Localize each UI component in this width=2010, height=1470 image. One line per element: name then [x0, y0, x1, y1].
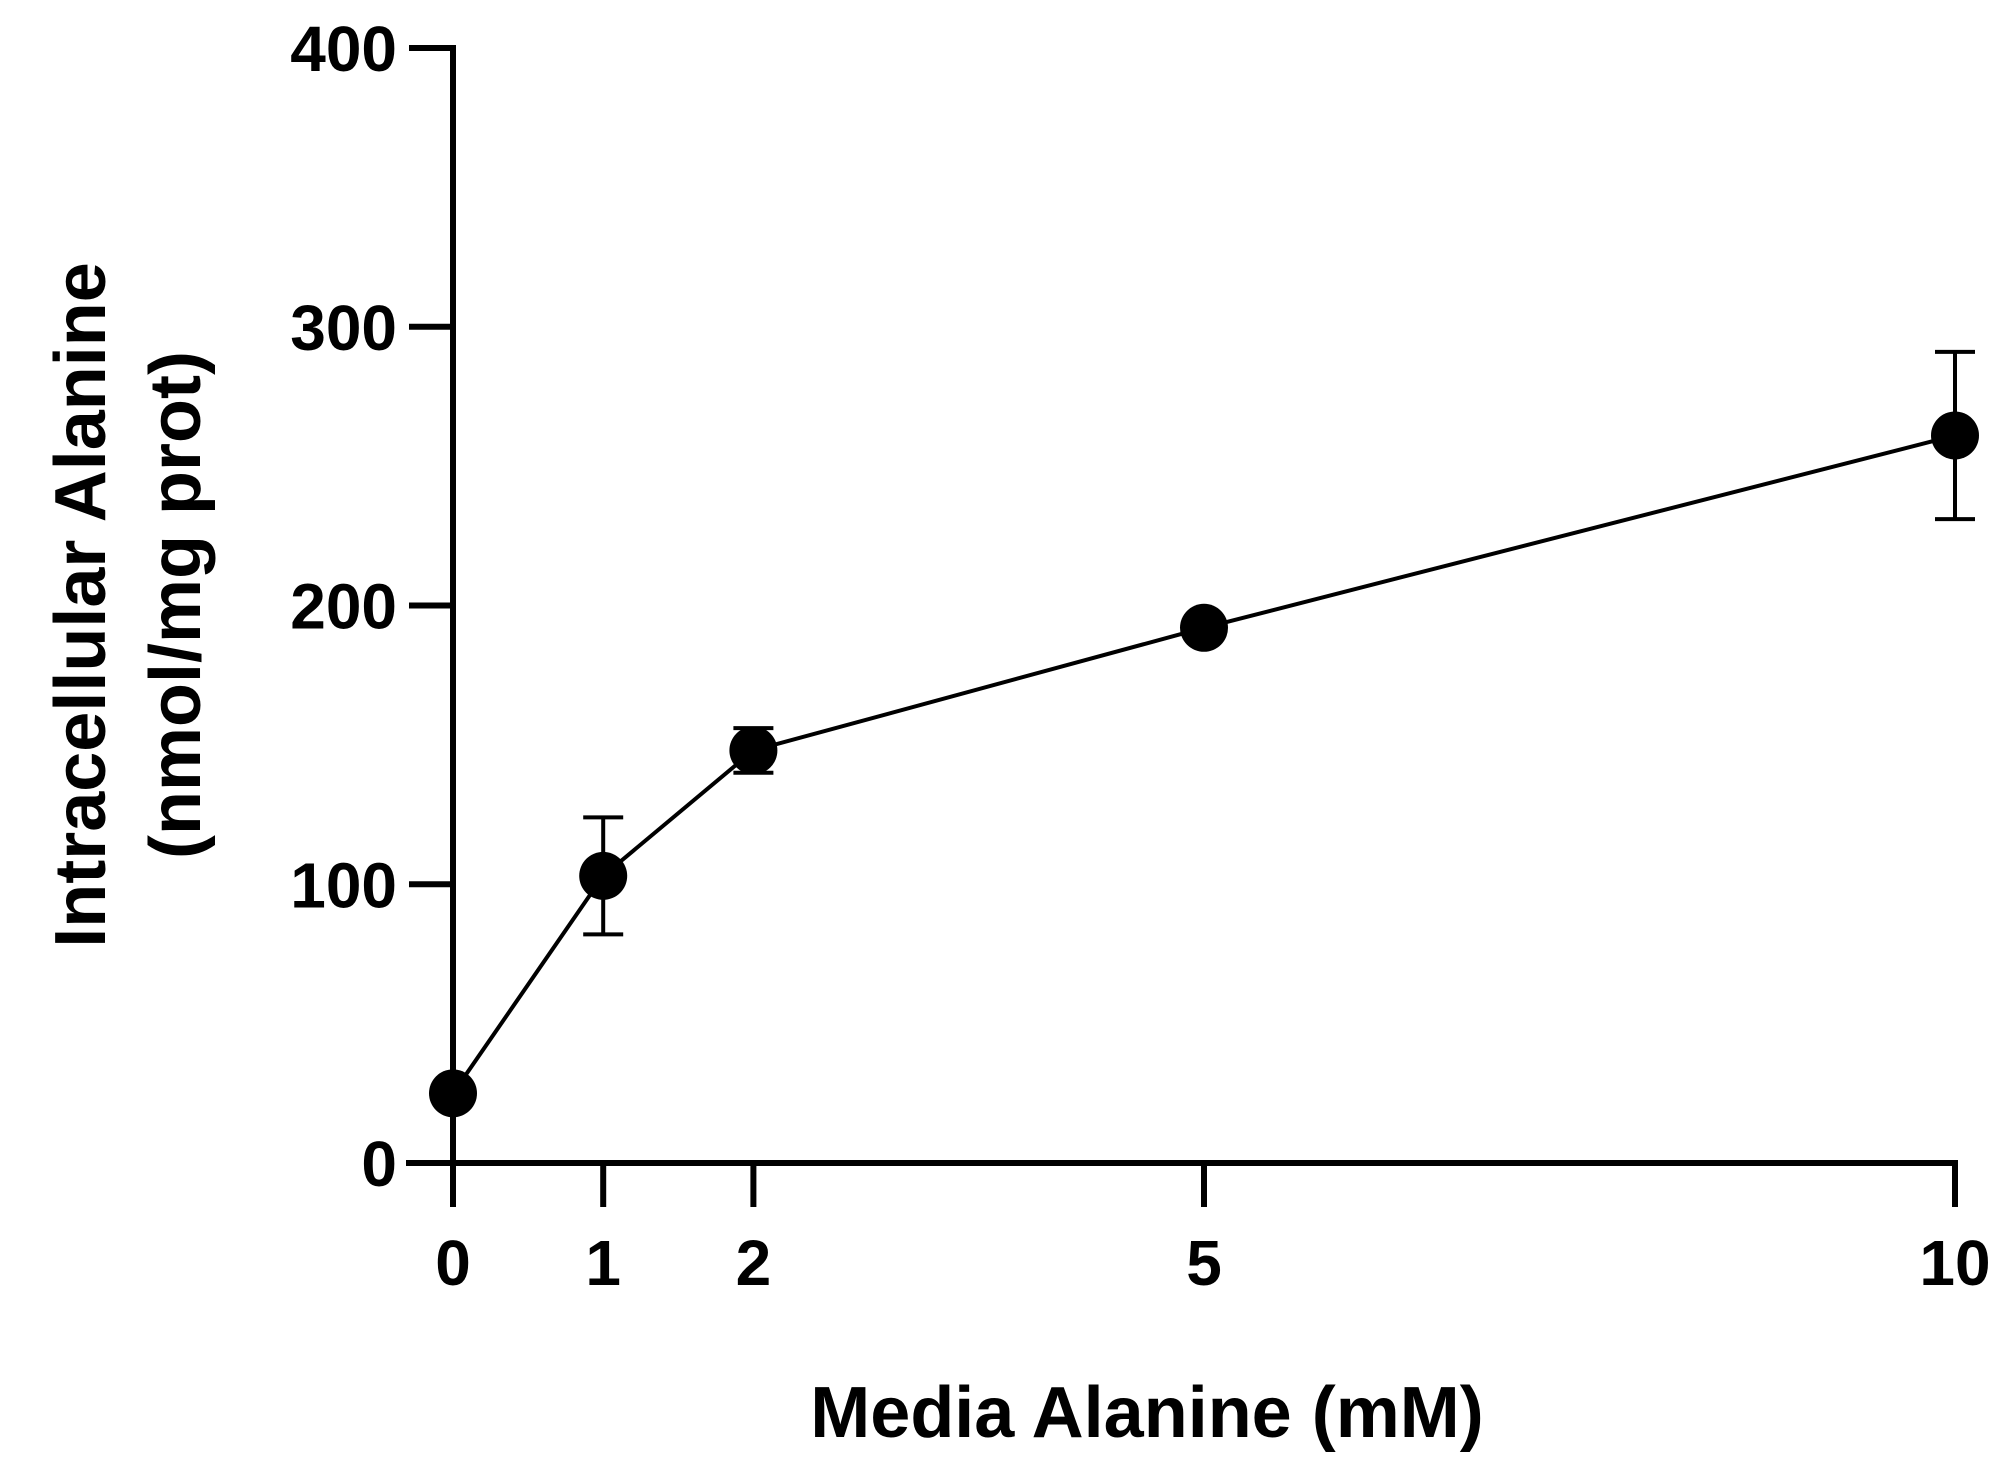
y-tick-label: 200: [290, 571, 397, 643]
axes: 0 100 200 300 400 0 1 2 5 10: [290, 13, 1990, 1299]
data-point: [1931, 411, 1979, 460]
y-tick-label: 100: [290, 849, 397, 921]
series-line: [451, 433, 1956, 1095]
x-tick-label: 5: [1186, 1227, 1222, 1299]
data-point: [1180, 603, 1228, 652]
data-point: [729, 726, 778, 775]
y-axis-title-line-2: (nmol/mg prot): [136, 351, 216, 859]
series: [429, 349, 1979, 1118]
x-axis-title: Media Alanine (mM): [810, 1373, 1483, 1453]
x-tick-label: 2: [736, 1227, 772, 1299]
data-point: [429, 1069, 477, 1118]
x-tick-label: 10: [1919, 1227, 1990, 1299]
x-tick-label: 0: [435, 1227, 471, 1299]
y-tick-label: 400: [290, 13, 397, 85]
y-axis-title: Intracellular Alanine (nmol/mg prot): [41, 262, 216, 948]
x-tick-label: 1: [585, 1227, 621, 1299]
y-axis-title-line-1: Intracellular Alanine: [41, 262, 121, 948]
y-tick-label: 300: [290, 292, 397, 364]
y-tick-label: 0: [361, 1128, 397, 1200]
data-point: [579, 851, 628, 900]
